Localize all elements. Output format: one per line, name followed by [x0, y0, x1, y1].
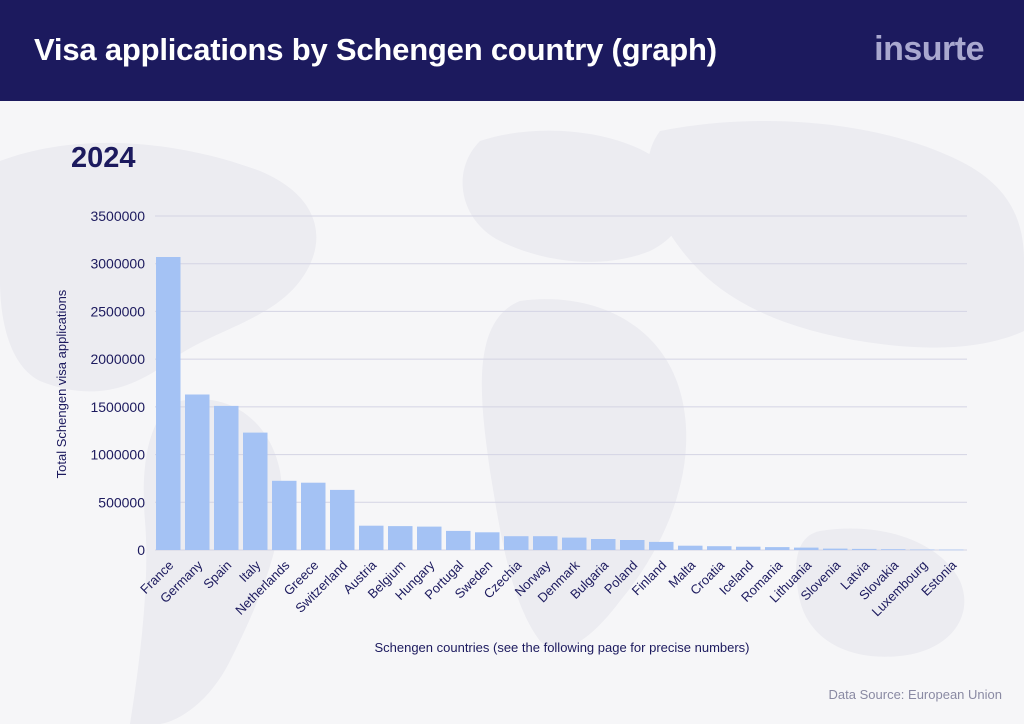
y-tick-label: 2000000 — [90, 351, 145, 367]
bar — [243, 432, 268, 550]
bar — [591, 539, 616, 550]
bar — [794, 547, 819, 550]
bar — [939, 549, 964, 551]
bars — [156, 257, 964, 551]
bar — [562, 537, 587, 550]
y-tick-label: 3500000 — [90, 208, 145, 224]
y-axis-ticks: 0 500000 1000000 1500000 2000000 2500000 30000… — [90, 208, 145, 558]
bar — [678, 545, 703, 550]
bar — [533, 536, 558, 550]
y-tick-label: 0 — [137, 542, 145, 558]
y-axis-label: Total Schengen visa applications — [54, 289, 69, 478]
x-axis-label: Schengen countries (see the following pa… — [374, 640, 749, 655]
bar — [823, 548, 848, 550]
bar — [649, 541, 674, 550]
bar — [301, 482, 326, 550]
x-tick-label: Spain — [200, 558, 234, 592]
bar — [765, 547, 790, 550]
bar — [504, 536, 529, 550]
brand-logo: insurte — [874, 30, 984, 68]
chart-year-heading: 2024 — [71, 142, 136, 174]
bar — [707, 546, 732, 550]
bar — [359, 525, 384, 550]
bar — [185, 394, 210, 550]
bar — [736, 546, 761, 550]
bar — [910, 549, 935, 551]
bar — [272, 480, 297, 550]
y-tick-label: 2500000 — [90, 303, 145, 319]
y-tick-label: 1000000 — [90, 447, 145, 463]
bar — [620, 540, 645, 550]
y-tick-label: 1500000 — [90, 399, 145, 415]
bar — [156, 257, 181, 550]
page-title: Visa applications by Schengen country (g… — [34, 32, 717, 67]
bar — [852, 548, 877, 550]
bar — [475, 532, 500, 550]
y-tick-label: 500000 — [98, 494, 145, 510]
bar — [417, 526, 442, 550]
bar — [388, 526, 413, 550]
data-source-note: Data Source: European Union — [828, 687, 1002, 702]
header-banner: Visa applications by Schengen country (g… — [0, 0, 1024, 101]
y-tick-label: 3000000 — [90, 256, 145, 272]
bar — [330, 489, 355, 550]
bar — [881, 549, 906, 550]
bar — [446, 530, 471, 550]
bar — [214, 405, 239, 550]
